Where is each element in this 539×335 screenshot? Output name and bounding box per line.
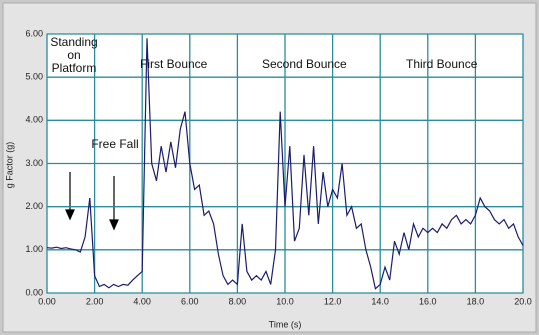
y-tick-label: 3.00 [25, 158, 43, 168]
x-tick-label: 14.0 [371, 296, 389, 306]
y-tick-label: 1.00 [25, 244, 43, 254]
annotation: Standing on Platform [50, 35, 98, 75]
x-tick-label: 20.0 [514, 296, 532, 306]
x-tick-label: 10.0 [276, 296, 294, 306]
x-tick-label: 6.00 [181, 296, 199, 306]
annotation: Second Bounce [262, 57, 347, 71]
x-tick-label: 8.00 [229, 296, 247, 306]
y-tick-label: 6.00 [25, 28, 43, 38]
x-tick-label: 18.0 [467, 296, 485, 306]
x-tick-label: 16.0 [419, 296, 437, 306]
y-tick-label: 0.00 [25, 287, 43, 297]
x-tick-label: 12.0 [324, 296, 342, 306]
x-tick-label: 0.00 [38, 296, 56, 306]
x-tick-label: 4.00 [133, 296, 151, 306]
x-tick-label: 2.00 [86, 296, 104, 306]
y-tick-label: 4.00 [25, 115, 43, 125]
y-tick-label: 5.00 [25, 72, 43, 82]
annotation: Third Bounce [406, 57, 478, 71]
data-line [46, 38, 524, 290]
x-axis-label: Time (s) [269, 319, 302, 329]
y-tick-label: 2.00 [25, 201, 43, 211]
annotation: Free Fall [91, 137, 139, 151]
annotation: First Bounce [140, 57, 208, 71]
y-axis-label: g Factor (g) [4, 142, 14, 189]
